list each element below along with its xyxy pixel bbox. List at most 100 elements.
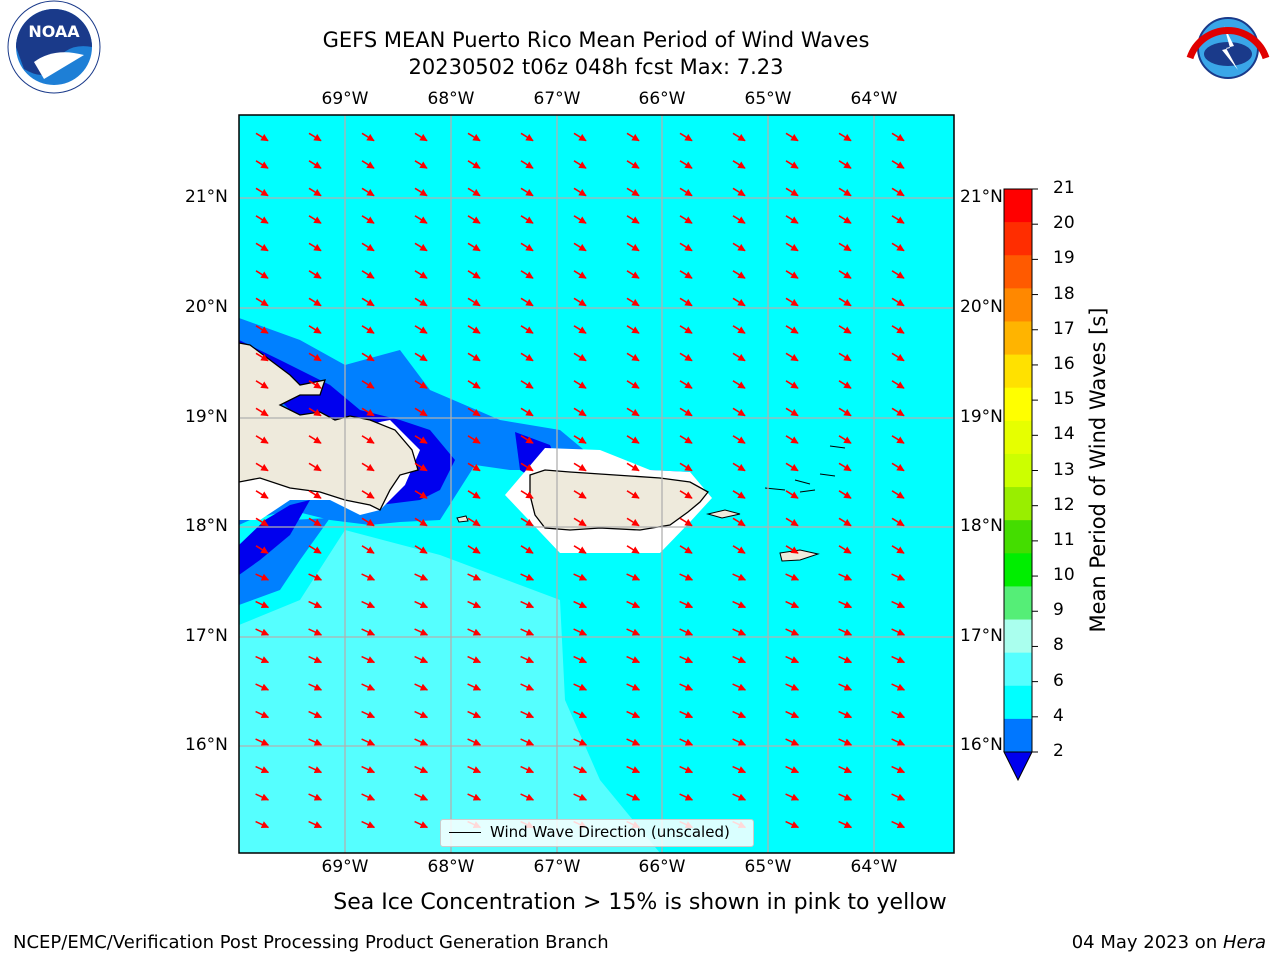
wind-wave-arrow <box>626 545 640 554</box>
wind-wave-arrow <box>838 270 852 279</box>
wind-wave-arrow <box>255 573 270 581</box>
colorbar-tick-label: 11 <box>1053 529 1075 550</box>
wind-wave-arrow <box>361 545 375 554</box>
wind-wave-arrow <box>255 242 269 252</box>
lat-label-left: 18°N <box>185 516 228 536</box>
wind-wave-arrow <box>732 297 746 307</box>
wind-wave-arrow <box>573 600 588 609</box>
wind-wave-arrow <box>467 187 481 197</box>
lat-label-right: 18°N <box>960 516 1003 536</box>
wind-wave-arrow <box>467 160 481 169</box>
wind-wave-arrow <box>520 517 534 527</box>
wind-wave-arrow <box>838 352 852 362</box>
wind-wave-arrow <box>520 160 534 169</box>
wind-wave-arrow <box>467 573 482 581</box>
wind-wave-arrow <box>467 435 481 444</box>
wind-wave-arrow <box>679 435 693 444</box>
wind-wave-arrow <box>838 765 853 774</box>
wind-wave-arrow <box>361 765 376 774</box>
wind-wave-arrow <box>520 380 534 389</box>
wind-wave-arrow <box>573 683 588 691</box>
colorbar-swatch <box>1004 255 1032 289</box>
wind-wave-arrow <box>891 710 906 719</box>
colorbar-tick-label: 10 <box>1053 565 1075 586</box>
colorbar-tick-label: 21 <box>1053 178 1075 198</box>
wind-wave-arrow <box>520 187 534 197</box>
contour-below-2s-c <box>239 500 310 575</box>
wind-wave-arrow <box>838 600 853 609</box>
wind-wave-arrow <box>891 738 906 746</box>
wind-wave-arrow <box>679 793 694 801</box>
wind-wave-arrow <box>679 215 693 224</box>
lon-label-bottom: 68°W <box>427 857 475 877</box>
wind-wave-arrow <box>626 380 640 389</box>
colorbar-swatch <box>1004 487 1032 521</box>
wind-wave-arrow <box>785 710 800 719</box>
wind-wave-direction-arrows <box>255 132 906 829</box>
wind-wave-arrow <box>838 655 853 664</box>
wind-wave-arrow <box>520 132 534 142</box>
wind-wave-arrow <box>838 545 852 554</box>
wind-wave-arrow <box>255 132 269 142</box>
wind-wave-arrow <box>520 407 534 417</box>
wind-wave-arrow <box>308 325 322 334</box>
wind-wave-arrow <box>414 655 429 664</box>
wind-wave-arrow <box>308 600 323 609</box>
wind-wave-arrow <box>308 545 322 554</box>
lat-label-left: 21°N <box>185 187 228 207</box>
wind-wave-arrow <box>308 820 323 829</box>
colorbar-swatch <box>1004 321 1032 356</box>
wind-wave-arrow <box>361 462 375 472</box>
colorbar-swatch <box>1004 619 1032 654</box>
wind-wave-arrow <box>414 793 429 801</box>
wind-wave-arrow <box>838 407 852 417</box>
wind-wave-arrow <box>838 490 852 499</box>
colorbar-swatch <box>1004 453 1032 488</box>
colorbar-tick-label: 13 <box>1053 459 1075 480</box>
wind-wave-arrow <box>679 517 693 527</box>
wind-wave-arrow <box>785 765 800 774</box>
wind-wave-arrow <box>891 655 906 664</box>
lon-label-bottom: 64°W <box>850 857 898 877</box>
wind-wave-arrow <box>573 655 588 664</box>
wind-wave-arrow <box>732 270 746 279</box>
wind-wave-arrow <box>414 297 428 307</box>
colorbar-swatch <box>1004 288 1032 322</box>
wind-wave-arrow <box>520 793 535 801</box>
wind-wave-arrow <box>255 628 270 636</box>
wind-wave-arrow <box>891 490 905 499</box>
wind-wave-arrow <box>679 352 693 362</box>
wind-wave-arrow <box>891 793 906 801</box>
wind-wave-arrow <box>573 270 587 279</box>
wind-wave-arrow <box>785 325 799 334</box>
wind-wave-arrow <box>308 490 322 499</box>
wind-wave-arrow <box>414 545 428 554</box>
wind-wave-arrow <box>361 215 375 224</box>
wind-wave-arrow <box>467 297 481 307</box>
wind-wave-arrow <box>255 380 269 389</box>
lat-label-right: 16°N <box>960 735 1003 755</box>
wind-wave-arrow <box>785 215 799 224</box>
wind-wave-arrow <box>732 738 747 746</box>
graticule <box>239 115 954 853</box>
footer-host: Hera <box>1222 932 1266 953</box>
footer-branch: NCEP/EMC/Verification Post Processing Pr… <box>13 932 609 953</box>
wind-wave-arrow <box>838 683 853 691</box>
wind-wave-arrow <box>732 628 747 636</box>
wind-wave-arrow <box>414 710 429 719</box>
colorbar-extension <box>1003 751 1033 782</box>
wind-wave-arrow <box>732 242 746 252</box>
colorbar-swatch <box>1004 586 1032 621</box>
wind-wave-arrow <box>414 325 428 334</box>
wind-wave-arrow <box>361 242 375 252</box>
colorbar-tick-label: 9 <box>1053 600 1064 621</box>
wind-wave-arrow <box>732 600 747 609</box>
wind-wave-arrow <box>308 517 322 527</box>
colorbar-swatch <box>1004 685 1032 720</box>
lat-label-right: 17°N <box>960 626 1003 646</box>
wind-wave-arrow <box>467 462 481 472</box>
lat-label-right: 20°N <box>960 297 1003 317</box>
wind-wave-arrow <box>308 738 323 746</box>
wind-wave-arrow <box>785 793 800 801</box>
wind-wave-arrow <box>626 738 641 746</box>
